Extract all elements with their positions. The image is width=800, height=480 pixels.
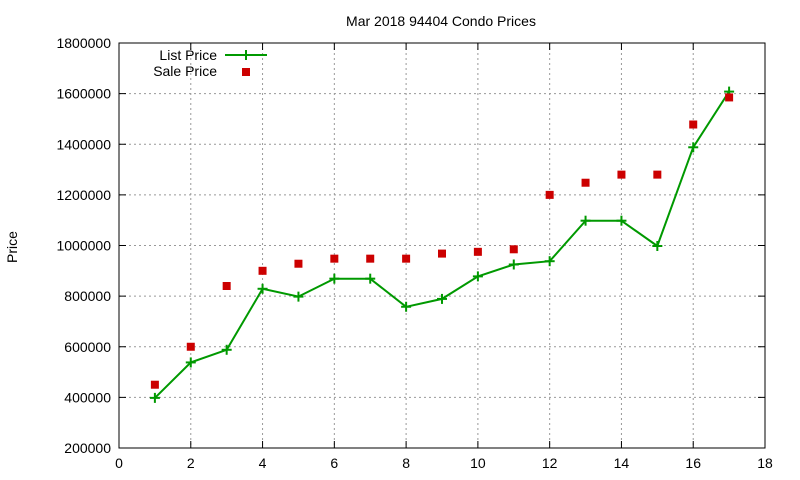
plot-frame xyxy=(118,42,766,449)
x-tick-label: 12 xyxy=(542,455,558,471)
legend-marker-list-price xyxy=(241,50,251,60)
y-tick-label: 1000000 xyxy=(56,238,111,254)
legend-label-sale-price: Sale Price xyxy=(153,63,217,79)
x-tick-label: 10 xyxy=(470,455,486,471)
sale-price-point xyxy=(222,282,231,290)
sale-price-point xyxy=(330,254,339,263)
y-tick-label: 200000 xyxy=(64,440,111,456)
list-price-point xyxy=(508,259,519,270)
list-price-point xyxy=(329,273,340,284)
series xyxy=(149,86,735,403)
x-tick-label: 4 xyxy=(259,455,267,471)
legend-marker-sale-price xyxy=(242,68,250,76)
y-tick-label: 400000 xyxy=(64,389,111,405)
grid xyxy=(119,43,765,448)
sale-price-point xyxy=(473,247,482,256)
y-tick-label: 600000 xyxy=(64,339,111,355)
list-price-point xyxy=(221,344,232,355)
x-tick-label: 16 xyxy=(685,455,701,471)
list-price-point xyxy=(544,256,555,267)
sale-price-point xyxy=(725,93,734,102)
list-price-point xyxy=(616,215,627,226)
sale-price-point xyxy=(402,254,411,263)
sale-price-point xyxy=(186,342,195,351)
list-price-point xyxy=(652,241,663,252)
sale-price-point xyxy=(689,120,698,129)
x-tick-label: 6 xyxy=(330,455,338,471)
axis-ticks: 200000 400000 600000 800000 1000000 1200000 14… xyxy=(56,35,773,471)
sale-price-point xyxy=(545,190,554,199)
list-price-line xyxy=(154,91,730,399)
x-tick-label: 8 xyxy=(402,455,410,471)
sale-price-point xyxy=(617,170,626,179)
list-price-point xyxy=(401,301,412,312)
y-tick-label: 1600000 xyxy=(56,86,111,102)
sale-price-point xyxy=(509,245,518,254)
y-tick-label: 1800000 xyxy=(56,35,111,51)
list-price-point xyxy=(437,293,447,304)
list-price-point xyxy=(472,271,483,282)
sale-price-point xyxy=(294,259,303,268)
y-tick-label: 1200000 xyxy=(56,187,111,203)
y-tick-label: 1400000 xyxy=(56,136,111,152)
list-price-point xyxy=(580,215,591,226)
chart-title: Mar 2018 94404 Condo Prices xyxy=(346,13,536,29)
legend: List Price Sale Price xyxy=(153,47,267,79)
x-tick-label: 14 xyxy=(614,455,630,471)
x-tick-label: 0 xyxy=(115,455,123,471)
list-price-point xyxy=(293,291,304,302)
legend-label-list-price: List Price xyxy=(159,47,217,63)
list-price-point xyxy=(365,273,376,284)
sale-price-point xyxy=(150,380,159,389)
sale-price-point xyxy=(366,254,375,263)
list-price-point xyxy=(257,283,268,294)
x-tick-label: 18 xyxy=(757,455,773,471)
sale-price-point xyxy=(258,266,267,275)
x-tick-label: 2 xyxy=(187,455,195,471)
sale-price-point xyxy=(653,170,662,179)
y-axis-label: Price xyxy=(4,231,20,263)
list-price-point xyxy=(185,357,196,368)
sale-price-point xyxy=(438,249,446,258)
list-price-point xyxy=(688,142,699,153)
y-tick-label: 800000 xyxy=(64,288,111,304)
list-price-point xyxy=(149,392,160,403)
sale-price-point xyxy=(581,178,590,187)
